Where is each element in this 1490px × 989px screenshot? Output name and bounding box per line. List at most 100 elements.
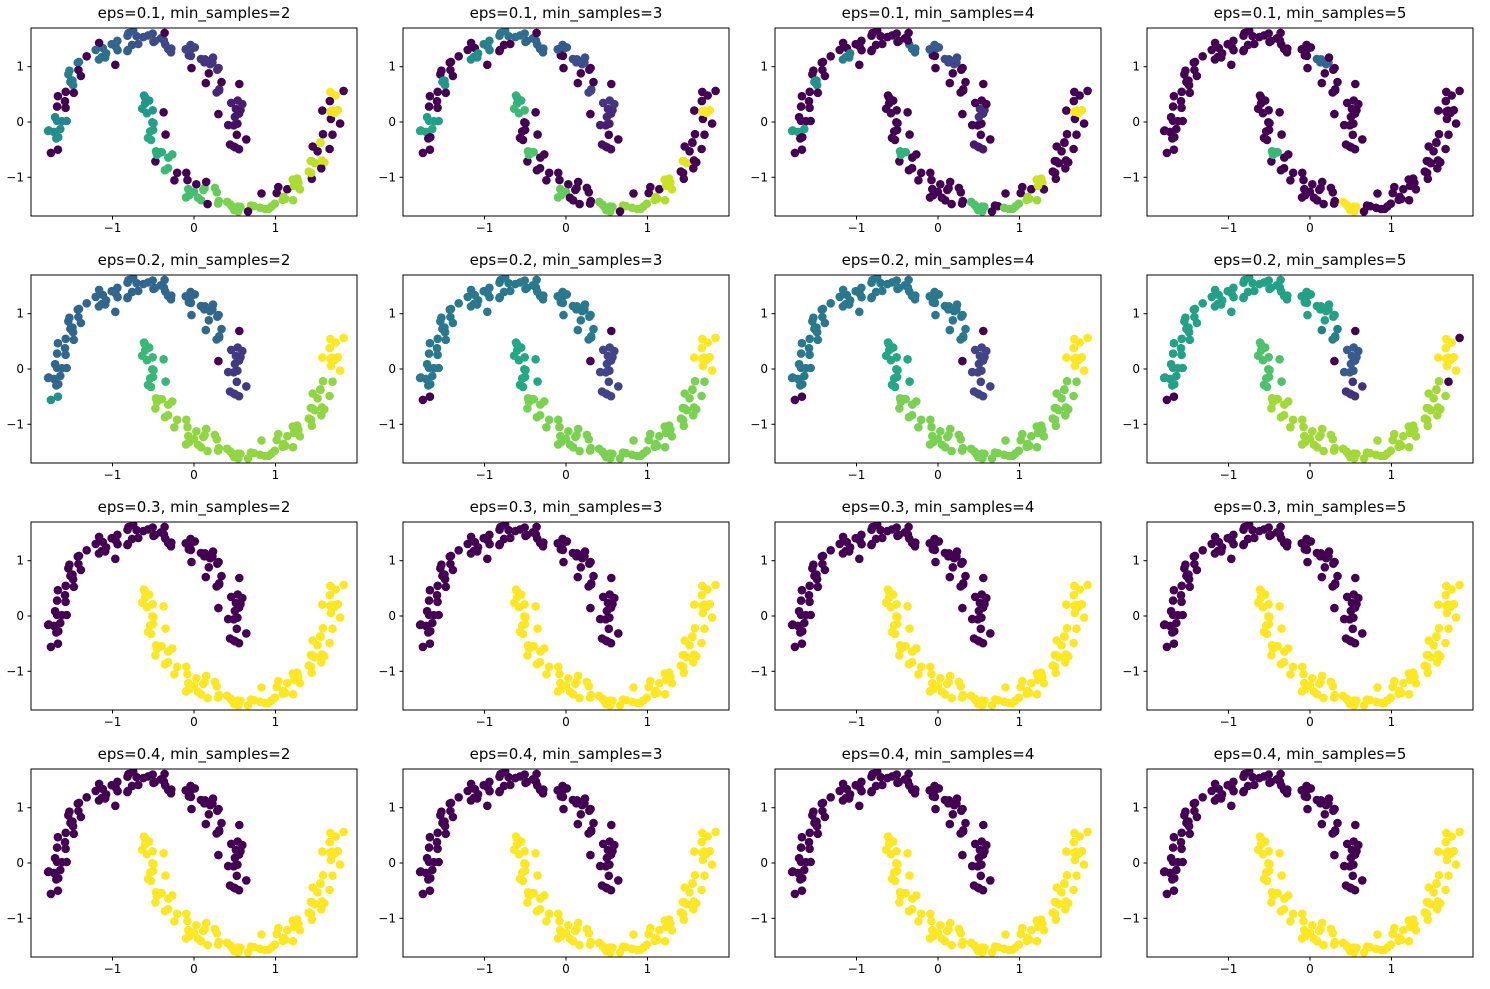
data-point [826,299,835,308]
data-point [956,829,965,838]
data-point [1424,883,1433,892]
data-point [554,909,563,919]
data-point [212,682,222,691]
data-point [213,693,223,702]
data-point [509,598,519,607]
data-point [123,293,132,303]
data-point [274,182,283,192]
data-point [1399,678,1408,688]
data-point [904,28,913,38]
data-point [805,844,814,854]
data-point [680,157,689,166]
data-point [661,181,671,191]
data-point [536,647,545,656]
data-point [1172,371,1181,381]
data-point [1330,109,1339,119]
data-point [1061,156,1071,165]
data-point [1308,180,1317,189]
data-point [283,431,292,441]
data-point [926,415,935,425]
data-point [603,104,613,114]
data-point [646,923,655,933]
data-point [975,104,985,114]
data-point [934,43,944,52]
data-point [1280,153,1289,162]
data-point [325,638,334,648]
data-point [1079,613,1089,622]
data-point [318,847,327,856]
data-point [936,427,945,436]
data-point [170,670,179,679]
data-point [1424,142,1433,151]
data-point [54,379,63,389]
data-point [958,603,967,613]
data-point [1279,904,1289,914]
x-tick-label: −1 [1220,962,1238,976]
data-point [940,795,950,805]
data-point [111,307,120,317]
data-point [446,312,455,322]
data-point [1275,602,1284,611]
data-point [226,98,236,108]
data-point [1060,632,1069,642]
data-point [1358,629,1367,638]
data-point [804,343,814,353]
data-point [1348,871,1358,881]
data-point [1433,156,1443,165]
data-point [564,180,573,189]
data-point [425,832,435,842]
data-point [1312,301,1322,311]
data-point [980,449,989,459]
data-point [335,860,345,869]
data-point [306,168,316,178]
data-point [226,200,235,209]
data-point [838,285,848,295]
axis-ticks: −1 0 1−101 [1122,554,1395,729]
data-point [1446,355,1455,365]
data-point [553,934,563,943]
data-point [148,125,158,135]
data-point [335,119,345,128]
axis-ticks: −1 0 1−101 [750,801,1023,976]
scatter-plot: −1 0 1−101 [1122,274,1474,482]
data-point [150,777,160,787]
data-point [230,853,240,863]
data-point [1319,446,1328,456]
data-point [797,338,807,348]
data-point [151,404,160,413]
scatter-points [1159,28,1464,216]
data-point [957,940,967,949]
subplot-title: eps=0.3, min_samples=2 [97,498,291,516]
scatter-points [415,769,720,957]
data-point [454,793,463,802]
data-point [226,941,235,950]
data-point [974,112,984,122]
data-point [894,283,904,293]
data-point [1282,295,1292,304]
y-tick-label: −1 [1122,417,1140,431]
data-point [308,404,317,413]
data-point [511,585,521,594]
data-point [233,343,242,352]
data-point [957,199,967,208]
data-point [520,365,529,374]
data-point [440,327,450,337]
data-point [947,199,956,209]
data-point [1069,885,1078,895]
data-point [1014,199,1024,208]
data-point [328,871,337,880]
data-point [826,52,835,61]
data-point [204,563,214,572]
data-point [907,410,917,420]
data-point [568,443,578,452]
data-point [148,859,157,868]
data-point [139,832,149,841]
data-point [661,922,671,932]
data-point [892,365,901,374]
data-point [1432,632,1441,642]
data-point [952,53,962,62]
data-point [123,46,132,56]
data-point [445,799,455,808]
data-point [1347,104,1357,114]
